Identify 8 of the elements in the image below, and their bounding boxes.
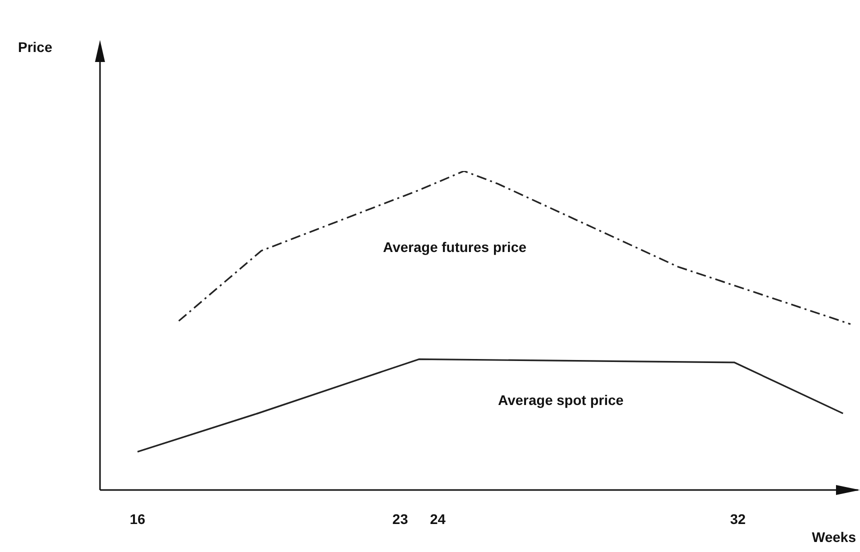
text: Price [18, 38, 52, 55]
x-tick-label: 24 [430, 510, 446, 527]
x-axis-title: Weeks [812, 528, 856, 545]
x-tick-label: 32 [730, 510, 746, 527]
x-tick-label: 23 [392, 510, 408, 527]
annotation: Average futures price [383, 238, 527, 255]
annotation: Average spot price [498, 392, 624, 408]
x-tick-label: 16 [130, 510, 146, 527]
